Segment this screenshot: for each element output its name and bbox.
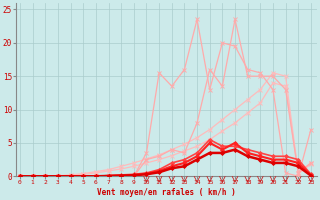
X-axis label: Vent moyen/en rafales ( km/h ): Vent moyen/en rafales ( km/h ) xyxy=(97,188,236,197)
